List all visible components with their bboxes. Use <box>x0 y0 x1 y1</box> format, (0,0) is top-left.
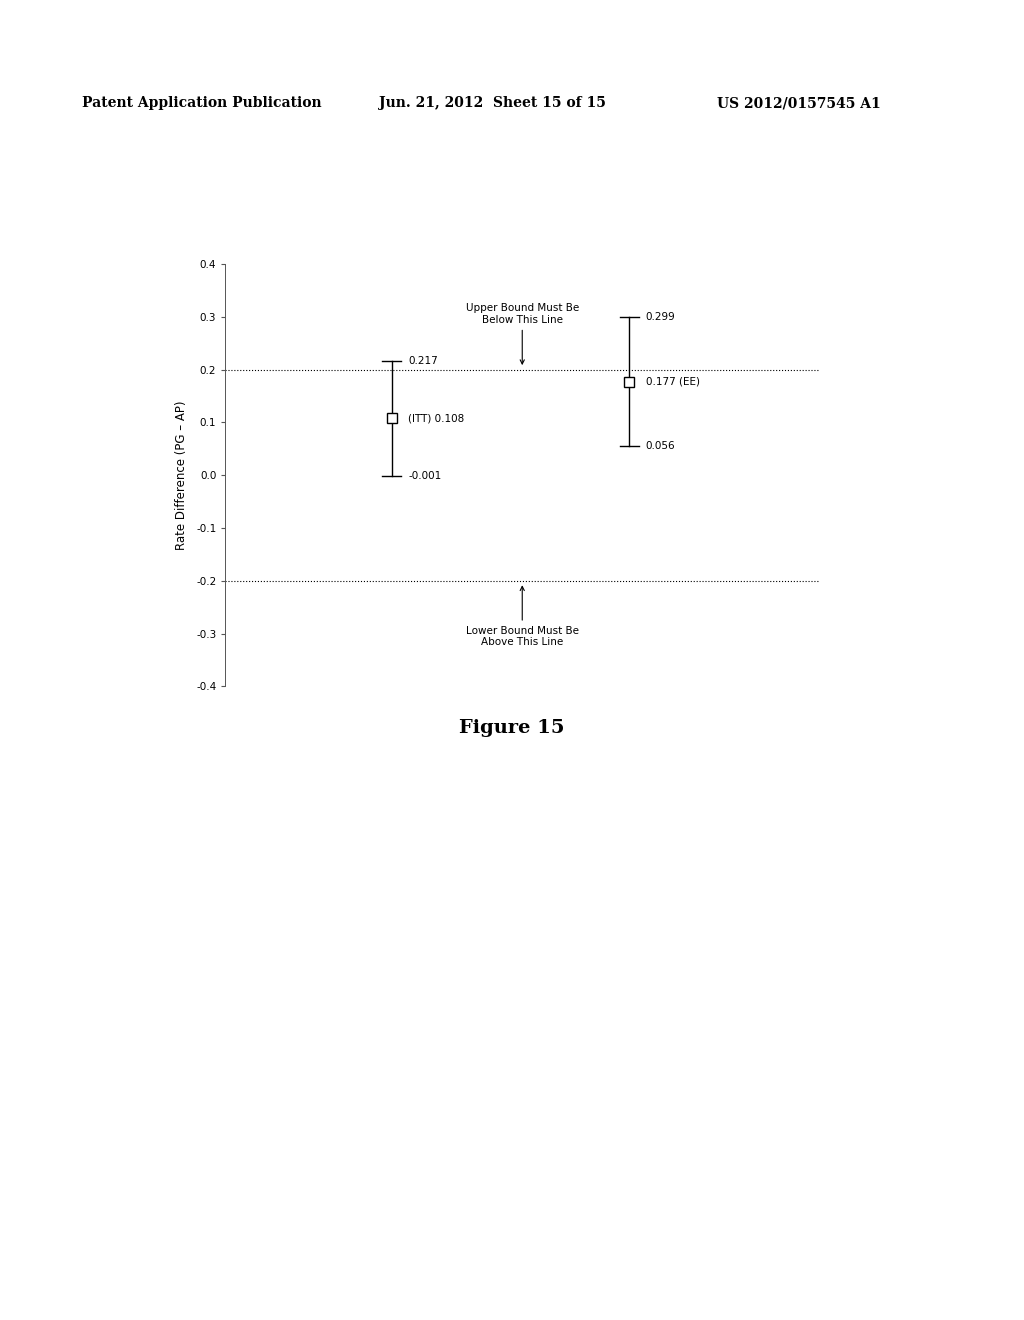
Text: 0.056: 0.056 <box>646 441 676 450</box>
Text: Lower Bound Must Be
Above This Line: Lower Bound Must Be Above This Line <box>466 586 579 647</box>
Y-axis label: Rate Difference (PG – AP): Rate Difference (PG – AP) <box>175 400 187 550</box>
Text: Figure 15: Figure 15 <box>459 719 565 738</box>
Text: US 2012/0157545 A1: US 2012/0157545 A1 <box>717 96 881 111</box>
Text: Jun. 21, 2012  Sheet 15 of 15: Jun. 21, 2012 Sheet 15 of 15 <box>379 96 606 111</box>
Text: 0.299: 0.299 <box>646 313 676 322</box>
Text: Upper Bound Must Be
Below This Line: Upper Bound Must Be Below This Line <box>466 304 579 364</box>
Text: Patent Application Publication: Patent Application Publication <box>82 96 322 111</box>
Text: 0.177 (EE): 0.177 (EE) <box>646 376 699 387</box>
Text: 0.217: 0.217 <box>409 355 438 366</box>
Text: (ITT) 0.108: (ITT) 0.108 <box>409 413 465 424</box>
Text: -0.001: -0.001 <box>409 471 441 480</box>
